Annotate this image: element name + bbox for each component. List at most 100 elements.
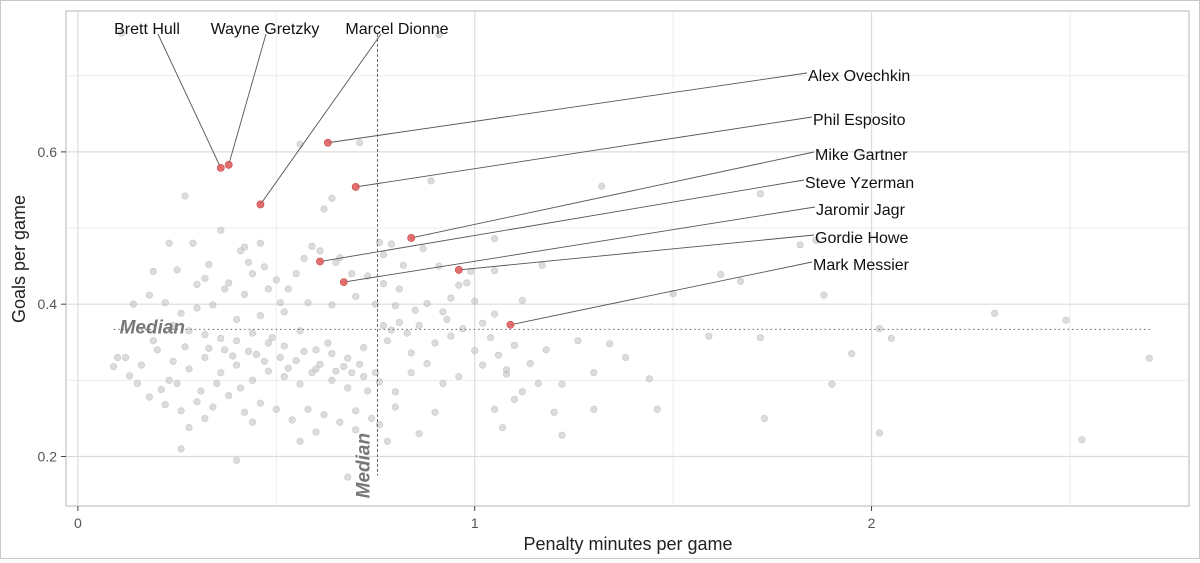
data-point [110, 363, 118, 371]
data-point [379, 251, 388, 259]
y-tick-label: 0.4 [38, 296, 58, 312]
data-point [213, 379, 221, 387]
data-point [427, 177, 435, 185]
data-point [248, 376, 257, 384]
highlighted-point [324, 138, 332, 147]
highlighted-point [506, 320, 515, 329]
data-point [145, 393, 153, 401]
data-point [526, 359, 534, 368]
data-point [229, 352, 237, 360]
y-tick-label: 0.2 [38, 449, 58, 465]
player-label: Phil Esposito [813, 112, 906, 129]
x-tick-label: 1 [471, 515, 479, 531]
median-lines: Median Median [113, 33, 1154, 498]
data-point [455, 281, 463, 289]
data-point [518, 388, 526, 396]
leader-line [260, 33, 382, 205]
data-point [490, 267, 499, 275]
data-point [324, 339, 332, 347]
data-point [336, 418, 344, 426]
data-point [479, 361, 487, 369]
data-point [217, 334, 225, 343]
data-point [125, 372, 134, 380]
data-point [431, 408, 439, 416]
data-point [352, 407, 360, 415]
data-point [288, 416, 296, 424]
data-point [320, 205, 328, 213]
data-point [379, 321, 388, 330]
data-point [479, 319, 487, 327]
data-point [736, 277, 745, 285]
data-point [296, 380, 304, 388]
data-point [296, 327, 304, 335]
data-point [256, 399, 265, 407]
highlighted-point [216, 163, 225, 172]
data-point [391, 403, 399, 411]
label-leader-lines [157, 33, 816, 326]
data-point [990, 309, 999, 317]
data-point [320, 411, 328, 419]
data-point [332, 367, 340, 375]
data-point [193, 398, 201, 406]
data-point [542, 346, 550, 354]
median-y-label: Median [120, 317, 185, 338]
data-point [415, 430, 423, 438]
data-point [308, 369, 316, 377]
leader-line [411, 151, 815, 239]
data-point [209, 403, 217, 411]
data-point [1145, 354, 1153, 362]
data-point [113, 353, 122, 362]
data-point [161, 299, 169, 307]
data-point [201, 274, 209, 282]
data-point [197, 387, 205, 395]
data-point [248, 270, 257, 278]
player-label: Wayne Gretzky [211, 21, 320, 38]
data-point [407, 349, 415, 357]
data-point [820, 291, 828, 299]
data-point [621, 353, 630, 362]
data-point [240, 290, 249, 298]
data-point [490, 405, 499, 413]
data-point [796, 241, 804, 249]
leader-line [228, 33, 267, 165]
leader-line [510, 261, 813, 326]
data-point [812, 236, 820, 244]
data-point [344, 384, 352, 392]
data-point [121, 353, 130, 362]
data-point [395, 285, 403, 293]
highlighted-points [216, 138, 515, 329]
data-point [185, 423, 193, 432]
data-point [248, 329, 257, 337]
player-labels: Alex Ovechkin Phil Esposito Mike Gartner St… [114, 21, 914, 274]
data-point [379, 280, 388, 288]
data-point [391, 388, 399, 396]
data-point [149, 267, 157, 276]
data-point [344, 473, 352, 481]
player-label: Brett Hull [114, 21, 180, 38]
data-point [244, 258, 253, 266]
data-point [189, 239, 197, 247]
data-point [383, 437, 392, 445]
x-tick-label: 2 [868, 515, 876, 531]
data-point [205, 260, 213, 269]
data-point [510, 395, 519, 403]
leader-line [355, 116, 813, 188]
data-point [292, 356, 300, 365]
y-axis-title: Goals per game [9, 195, 29, 323]
data-point [256, 312, 265, 320]
data-point [312, 346, 320, 354]
data-point [233, 315, 241, 324]
data-point [169, 321, 177, 330]
data-point [209, 301, 217, 309]
data-point [284, 285, 292, 293]
leader-line [319, 179, 805, 262]
data-point [225, 391, 233, 400]
data-point [264, 367, 272, 375]
data-point [538, 261, 546, 269]
data-point [439, 308, 447, 316]
data-point [756, 334, 765, 342]
data-point [173, 266, 181, 274]
data-point [201, 414, 209, 423]
data-point [173, 379, 181, 387]
